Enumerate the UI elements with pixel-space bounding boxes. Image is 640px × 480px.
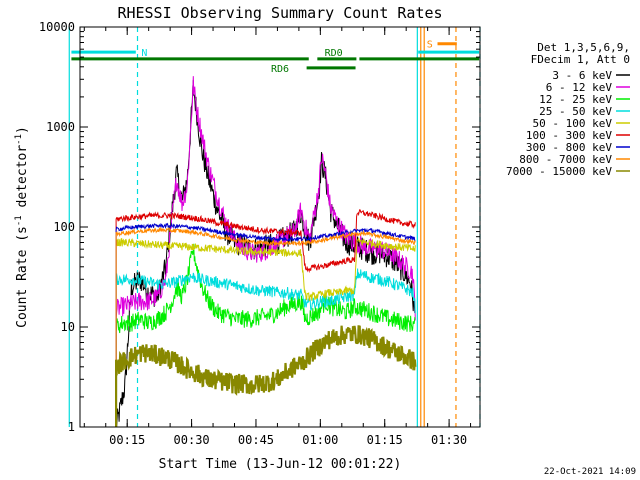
x-tick-label-3: 01:00	[302, 433, 338, 447]
series-line-7	[115, 226, 416, 427]
legend-header-0: Det 1,3,5,6,9,	[537, 41, 630, 54]
legend-label-6: 300 - 800 keV	[526, 141, 612, 154]
rd-label-2: RD6	[271, 64, 289, 75]
legend: Det 1,3,5,6,9,FDecim 1, Att 0 3 - 6 keV6 …	[506, 41, 630, 178]
timestamp: 22-Oct-2021 14:09	[544, 467, 636, 477]
series-line-3	[115, 268, 416, 427]
x-tick-label-1: 00:30	[174, 433, 210, 447]
rd-label-1: RD0	[325, 48, 343, 59]
legend-label-4: 50 - 100 keV	[533, 117, 613, 130]
series-line-1	[115, 76, 416, 427]
y-tick-label-2: 100	[53, 220, 75, 234]
legend-label-2: 12 - 25 keV	[539, 93, 612, 106]
y-tick-label-0: 1	[68, 420, 75, 434]
flag-label-0: N	[141, 48, 147, 59]
y-axis-label: Count Rate (s-1 detector-1)	[14, 126, 30, 328]
axes: 00:15 00:30 00:45 01:00 01:15 01:30 1 10 100 1000…	[39, 20, 480, 447]
x-axis-label: Start Time (13-Jun-12 00:01:22)	[159, 457, 402, 472]
y-axis-label-close: )	[15, 126, 30, 134]
series-line-4	[115, 237, 416, 427]
chart-title: RHESSI Observing Summary Count Rates	[117, 4, 442, 22]
y-tick-label-1: 10	[61, 320, 75, 334]
legend-label-8: 7000 - 15000 keV	[506, 165, 612, 178]
y-axis-label-end: detector	[15, 145, 30, 216]
x-tick-label-0: 00:15	[109, 433, 145, 447]
y-tick-label-3: 1000	[46, 120, 75, 134]
series-line-5	[115, 209, 416, 427]
y-axis-label-main: Count Rate (s	[15, 226, 30, 328]
y-axis-label-sup2: -1	[14, 134, 24, 145]
series-line-8	[114, 325, 417, 427]
x-tick-label-2: 00:45	[238, 433, 274, 447]
legend-label-0: 3 - 6 keV	[552, 69, 612, 82]
legend-label-7: 800 - 7000 keV	[519, 153, 612, 166]
y-tick-label-4: 10000	[39, 20, 75, 34]
legend-label-3: 25 - 50 keV	[539, 105, 612, 118]
legend-label-1: 6 - 12 keV	[546, 81, 613, 94]
series-line-2	[115, 243, 416, 427]
markers: N S RD0 RD6	[68, 27, 481, 427]
series	[114, 76, 417, 428]
legend-header-1: FDecim 1, Att 0	[531, 53, 630, 66]
flag-label-1: S	[427, 40, 433, 51]
series-line-6	[115, 222, 416, 427]
y-axis-label-sup1: -1	[14, 215, 24, 226]
legend-label-5: 100 - 300 keV	[526, 129, 612, 142]
x-tick-label-5: 01:30	[431, 433, 467, 447]
x-tick-label-4: 01:15	[367, 433, 403, 447]
